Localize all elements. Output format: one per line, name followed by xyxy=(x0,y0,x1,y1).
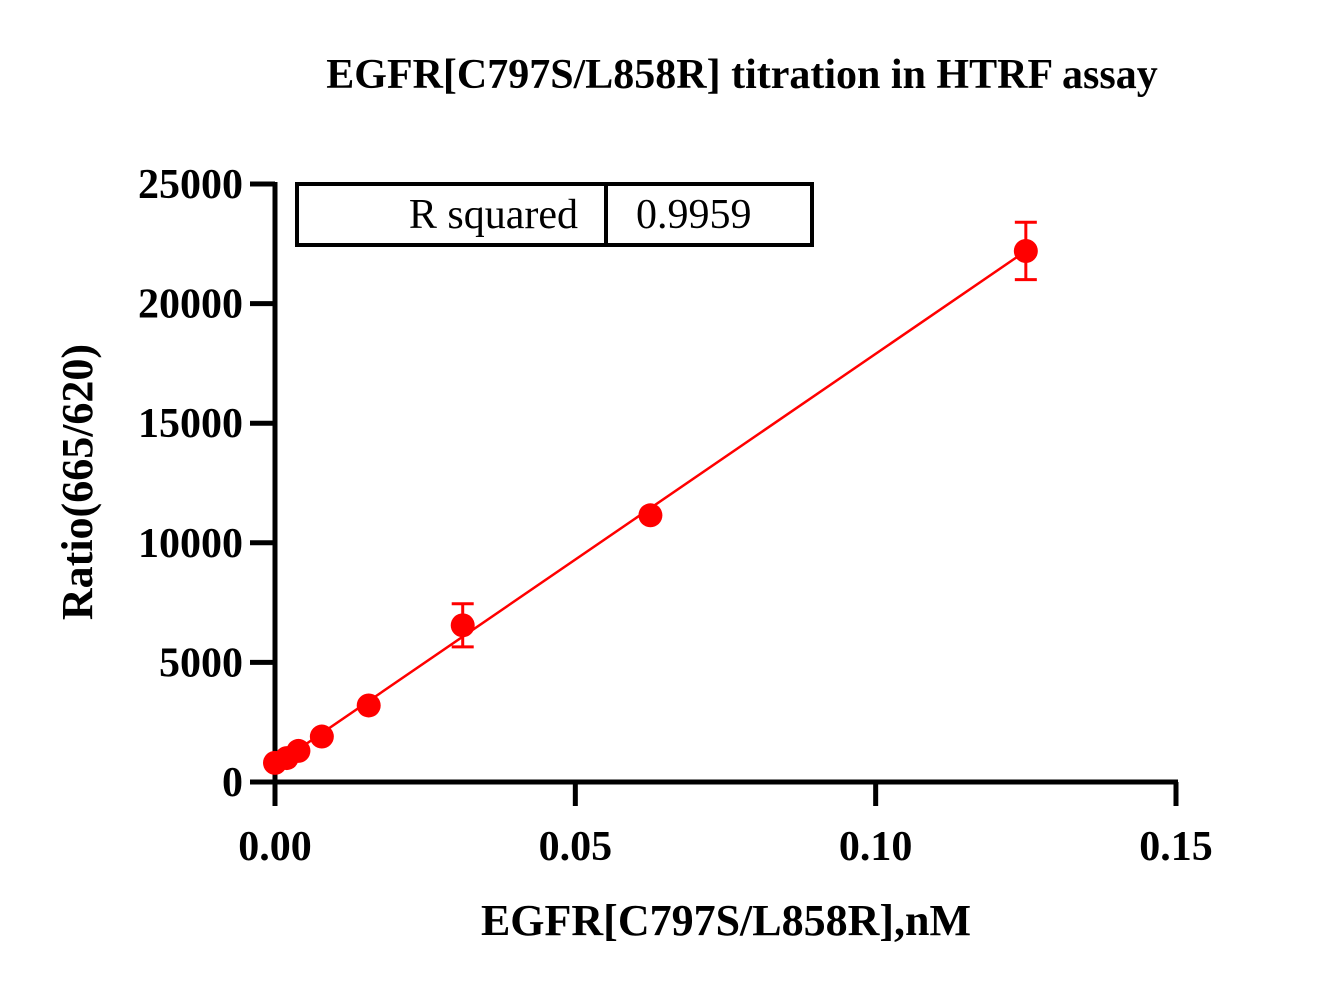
x-axis-label: EGFR[C797S/L858R],nM xyxy=(481,896,971,945)
data-point xyxy=(286,738,311,763)
stats-table: R squared 0.9959 xyxy=(295,182,814,247)
data-point xyxy=(1013,238,1038,263)
x-tick-label: 0.05 xyxy=(539,824,613,870)
plot-area xyxy=(263,220,1038,775)
y-tick-label: 10000 xyxy=(138,521,243,567)
y-axis-label: Ratio(665/620) xyxy=(53,344,102,620)
y-tick-label: 25000 xyxy=(138,162,243,208)
y-tick-label: 15000 xyxy=(138,401,243,447)
x-tick-label: 0.15 xyxy=(1139,824,1213,870)
chart-title: EGFR[C797S/L858R] titration in HTRF assa… xyxy=(326,52,1157,98)
y-axis: 0 5000 10000 15000 20000 25000 xyxy=(138,162,278,806)
x-axis: 0.00 0.05 0.10 0.15 xyxy=(238,779,1213,870)
data-point xyxy=(638,503,663,528)
stats-table-border xyxy=(295,182,814,247)
data-point xyxy=(309,724,334,749)
y-tick-label: 5000 xyxy=(159,640,243,686)
stats-table-label: R squared xyxy=(409,192,578,238)
stats-table-value: 0.9959 xyxy=(636,192,752,238)
y-tick-label: 0 xyxy=(222,760,243,806)
y-tick-label: 20000 xyxy=(138,282,243,328)
x-tick-label: 0.00 xyxy=(238,824,312,870)
x-tick-label: 0.10 xyxy=(839,824,913,870)
data-point xyxy=(450,613,475,638)
data-point xyxy=(356,693,381,718)
